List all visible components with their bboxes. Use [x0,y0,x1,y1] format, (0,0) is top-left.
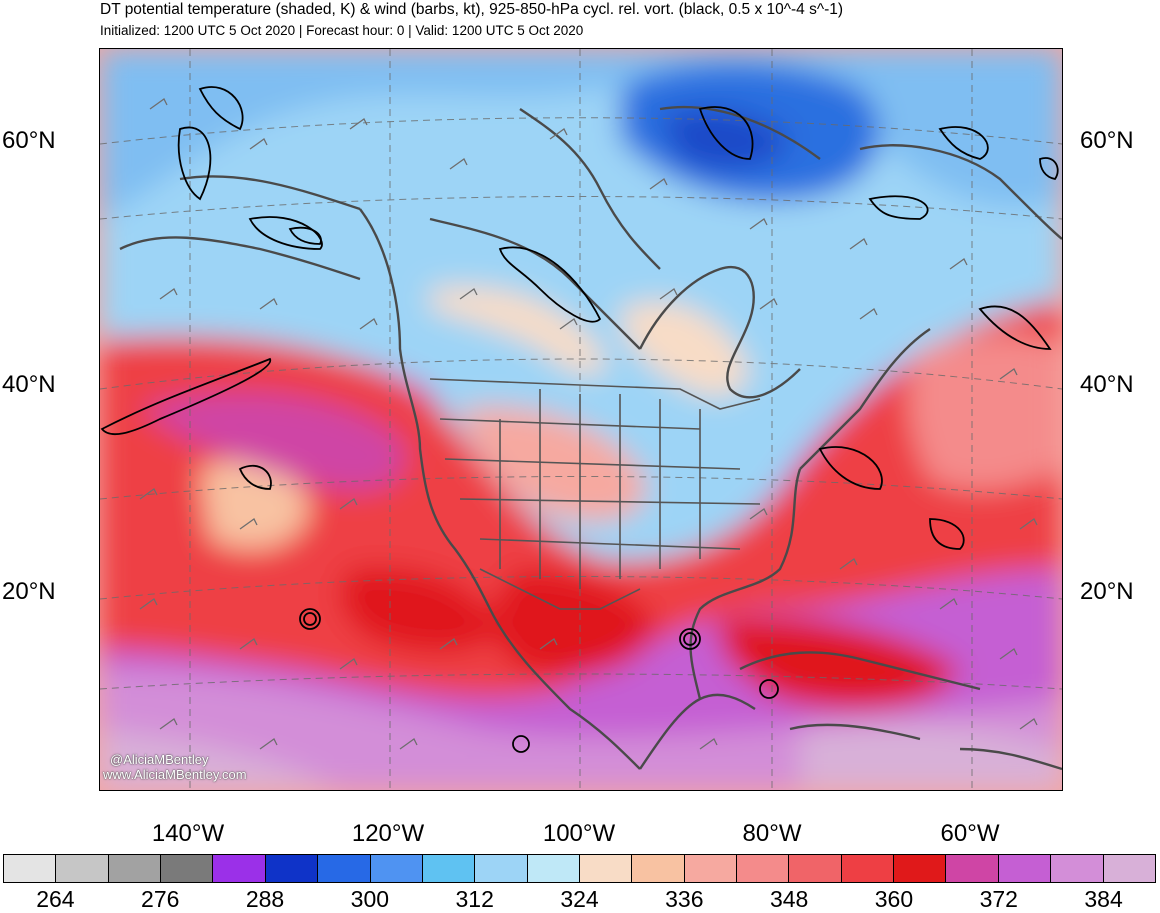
colorbar-swatch [632,855,685,882]
potential-temperature-field [100,49,1062,790]
wind-barbs [139,98,1038,750]
colorbar-swatch [422,855,476,882]
colorbar-swatch [213,855,266,882]
colorbar-swatch [946,855,999,882]
lat-label-60n-left: 60°N [2,127,56,154]
colorbar-swatch [108,855,162,882]
coastlines [119,105,1062,771]
colorbar-swatch [1051,855,1104,882]
weather-map [99,48,1063,791]
colorbar-swatch [475,855,528,882]
colorbar-swatch [894,855,947,882]
map-canvas [100,49,1062,790]
colorbar [3,854,1156,883]
credit-url: www.AliciaMBentley.com [103,767,247,782]
credit-handle: @AliciaMBentley [110,752,209,767]
colorbar-swatch [527,855,580,882]
map-title: DT potential temperature (shaded, K) & w… [100,1,844,18]
colorbar-label: 384 [1084,886,1123,912]
map-subtitle: Initialized: 1200 UTC 5 Oct 2020 | Forec… [100,23,584,38]
lat-label-40n-right: 40°N [1080,371,1134,398]
lon-label-140w: 140°W [151,820,225,847]
lon-label-100w: 100°W [542,820,616,847]
political-borders [429,378,761,610]
colorbar-label: 324 [560,886,599,912]
colorbar-swatch [161,855,214,882]
lon-label-80w: 80°W [742,820,802,847]
lat-label-20n-left: 20°N [2,578,56,605]
vorticity-contours [100,86,1059,753]
lat-label-20n-right: 20°N [1080,578,1134,605]
colorbar-label: 360 [874,886,914,912]
colorbar-swatch [579,855,633,882]
colorbar-swatch [1103,855,1155,882]
colorbar-swatch [4,855,57,882]
colorbar-swatch [265,855,319,882]
colorbar-label: 348 [769,886,809,912]
colorbar-swatch [318,855,371,882]
colorbar-swatch [370,855,423,882]
colorbar-swatch [789,855,842,882]
colorbar-label: 336 [665,886,704,912]
lon-label-120w: 120°W [351,820,425,847]
colorbar-label: 264 [36,886,75,912]
lon-label-60w: 60°W [940,820,1000,847]
colorbar-label: 276 [141,886,180,912]
colorbar-label: 372 [979,886,1018,912]
colorbar-swatch [841,855,895,882]
colorbar-label: 288 [245,886,285,912]
lat-label-40n-left: 40°N [2,371,56,398]
colorbar-swatch [684,855,738,882]
lat-lon-grid [100,49,1062,790]
colorbar-swatch [998,855,1052,882]
lat-label-60n-right: 60°N [1080,127,1134,154]
colorbar-label: 312 [455,886,494,912]
colorbar-label: 300 [350,886,390,912]
colorbar-swatch [56,855,109,882]
colorbar-swatch [737,855,790,882]
